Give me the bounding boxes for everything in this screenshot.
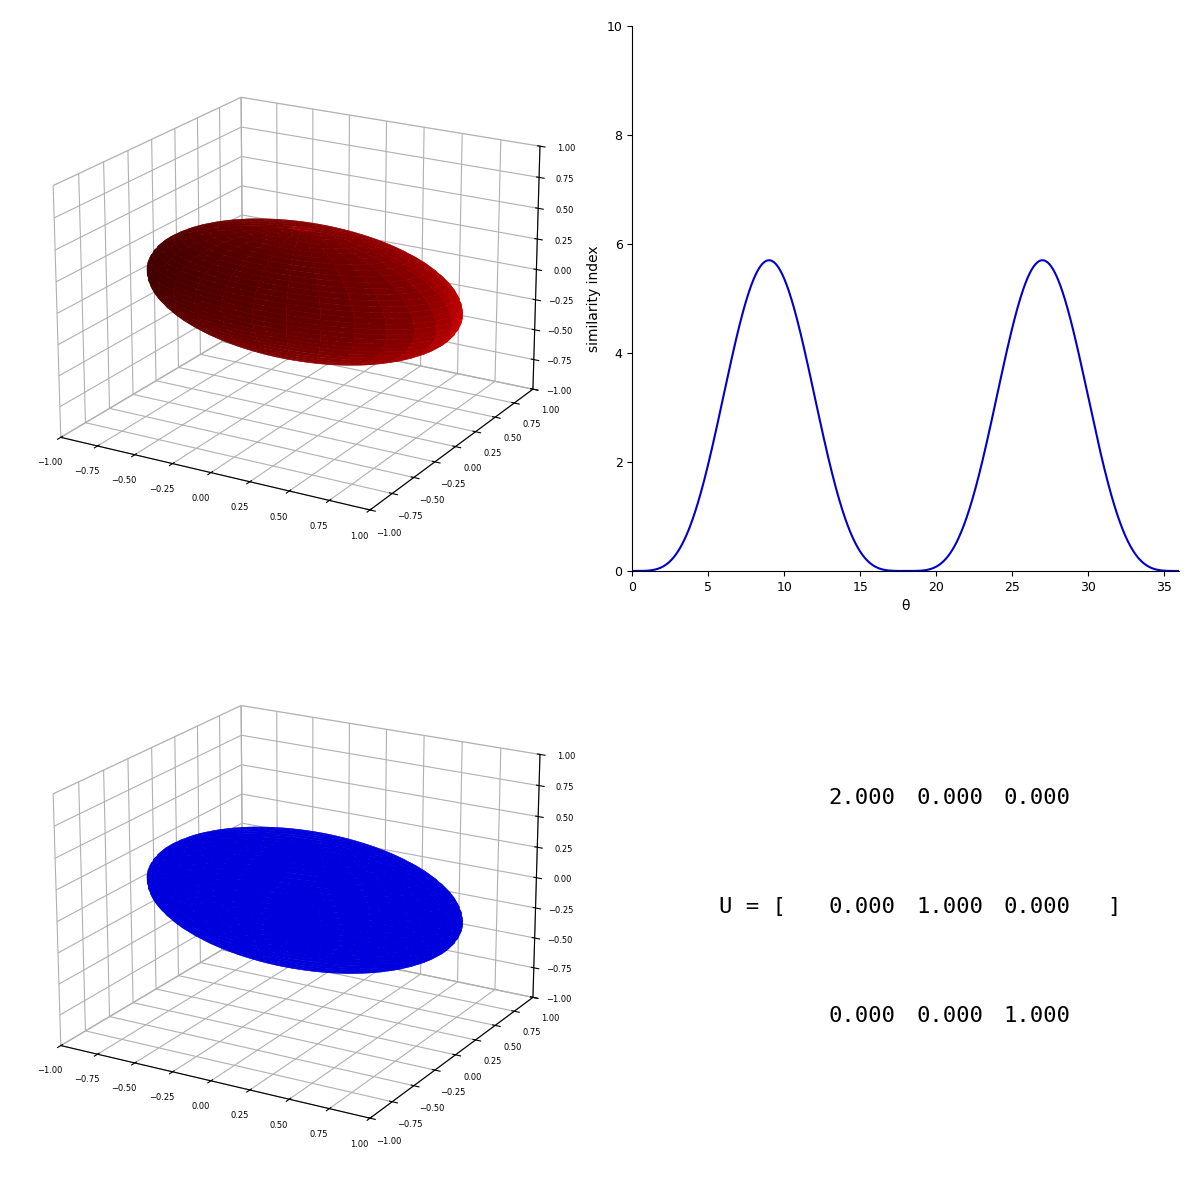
Text: 1.000: 1.000 bbox=[916, 896, 983, 917]
Text: 0.000: 0.000 bbox=[828, 896, 895, 917]
Text: 2.000: 2.000 bbox=[828, 787, 895, 808]
X-axis label: θ: θ bbox=[901, 599, 910, 613]
Text: 1.000: 1.000 bbox=[1003, 1006, 1070, 1026]
Text: 0.000: 0.000 bbox=[1003, 896, 1070, 917]
Text: 0.000: 0.000 bbox=[916, 1006, 983, 1026]
Text: U = [: U = [ bbox=[719, 896, 786, 917]
Y-axis label: similarity index: similarity index bbox=[587, 245, 601, 352]
Text: 0.000: 0.000 bbox=[828, 1006, 895, 1026]
Text: ]: ] bbox=[1106, 896, 1121, 917]
Text: 0.000: 0.000 bbox=[916, 787, 983, 808]
Text: 0.000: 0.000 bbox=[1003, 787, 1070, 808]
